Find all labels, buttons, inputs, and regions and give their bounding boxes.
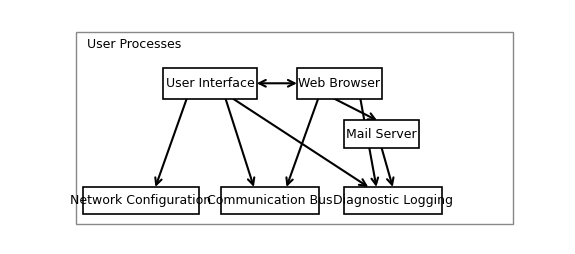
Text: Network Configuration: Network Configuration (70, 194, 212, 207)
FancyArrowPatch shape (155, 99, 187, 185)
FancyBboxPatch shape (297, 68, 382, 99)
FancyBboxPatch shape (83, 187, 199, 214)
FancyBboxPatch shape (163, 68, 257, 99)
Text: Communication Bus: Communication Bus (208, 194, 333, 207)
Text: Mail Server: Mail Server (346, 128, 417, 141)
Text: Web Browser: Web Browser (298, 77, 380, 90)
FancyArrowPatch shape (382, 148, 393, 185)
FancyArrowPatch shape (233, 99, 366, 186)
Text: Diagnostic Logging: Diagnostic Logging (333, 194, 453, 207)
FancyArrowPatch shape (335, 99, 375, 119)
FancyArrowPatch shape (286, 99, 318, 185)
FancyArrowPatch shape (361, 99, 378, 185)
FancyBboxPatch shape (221, 187, 319, 214)
FancyArrowPatch shape (259, 80, 294, 87)
FancyBboxPatch shape (344, 120, 420, 148)
FancyBboxPatch shape (344, 187, 442, 214)
FancyArrowPatch shape (225, 99, 254, 185)
Text: User Processes: User Processes (87, 38, 182, 51)
Text: User Interface: User Interface (166, 77, 254, 90)
